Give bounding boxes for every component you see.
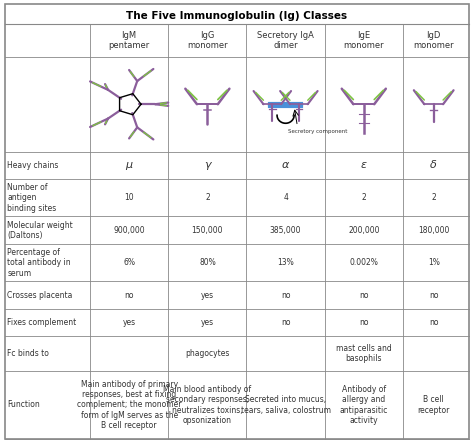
Text: 180,000: 180,000 <box>418 226 449 235</box>
Text: 80%: 80% <box>199 258 216 267</box>
Text: no: no <box>281 291 291 299</box>
Text: IgG
monomer: IgG monomer <box>187 31 228 51</box>
Text: no: no <box>124 291 134 299</box>
Text: 6%: 6% <box>123 258 135 267</box>
Text: no: no <box>281 318 291 327</box>
Text: Crosses placenta: Crosses placenta <box>7 291 73 299</box>
Text: Fixes complement: Fixes complement <box>7 318 76 327</box>
Text: mast cells and
basophils: mast cells and basophils <box>336 344 392 363</box>
Text: 900,000: 900,000 <box>113 226 145 235</box>
Text: 1%: 1% <box>428 258 440 267</box>
Text: α: α <box>282 160 289 171</box>
Text: no: no <box>359 291 369 299</box>
Text: δ: δ <box>430 160 437 171</box>
Text: 385,000: 385,000 <box>270 226 301 235</box>
Text: γ: γ <box>204 160 210 171</box>
Text: no: no <box>429 291 438 299</box>
Text: Main blood antibody of
secondary responses,
neutralizes toxins,
opsonization: Main blood antibody of secondary respons… <box>164 385 251 425</box>
Text: Secretory component: Secretory component <box>288 128 347 134</box>
Text: yes: yes <box>201 318 214 327</box>
Text: IgM
pentamer: IgM pentamer <box>109 31 150 51</box>
Text: Heavy chains: Heavy chains <box>7 161 58 170</box>
Text: 2: 2 <box>361 193 366 202</box>
Text: 2: 2 <box>205 193 210 202</box>
Text: Fc binds to: Fc binds to <box>7 349 49 358</box>
Text: no: no <box>429 318 438 327</box>
Text: 150,000: 150,000 <box>191 226 223 235</box>
Text: IgE
monomer: IgE monomer <box>344 31 384 51</box>
Text: yes: yes <box>201 291 214 299</box>
Text: 200,000: 200,000 <box>348 226 380 235</box>
Text: 0.002%: 0.002% <box>349 258 378 267</box>
Text: Antibody of
allergy and
antiparasitic
activity: Antibody of allergy and antiparasitic ac… <box>339 385 388 425</box>
Text: Number of
antigen
binding sites: Number of antigen binding sites <box>7 183 56 213</box>
Text: The Five Immunoglobulin (Ig) Classes: The Five Immunoglobulin (Ig) Classes <box>127 11 347 20</box>
Text: 10: 10 <box>124 193 134 202</box>
Text: 13%: 13% <box>277 258 294 267</box>
Text: Secretory IgA
dimer: Secretory IgA dimer <box>257 31 314 51</box>
Text: μ: μ <box>126 160 133 171</box>
Text: yes: yes <box>123 318 136 327</box>
Text: B cell
receptor: B cell receptor <box>418 395 450 415</box>
Text: 4: 4 <box>283 193 288 202</box>
Text: Main antibody of primary
responses, best at fixing
complement; the monomer
form : Main antibody of primary responses, best… <box>77 380 182 430</box>
Text: 2: 2 <box>431 193 436 202</box>
Text: phagocytes: phagocytes <box>185 349 229 358</box>
Text: Molecular weight
(Daltons): Molecular weight (Daltons) <box>7 221 73 240</box>
Text: no: no <box>359 318 369 327</box>
Text: ε: ε <box>361 160 367 171</box>
Text: Percentage of
total antibody in
serum: Percentage of total antibody in serum <box>7 248 71 278</box>
Text: Secreted into mucus,
tears, saliva, colostrum: Secreted into mucus, tears, saliva, colo… <box>241 395 330 415</box>
Text: Function: Function <box>7 400 40 409</box>
Text: IgD
monomer: IgD monomer <box>413 31 454 51</box>
